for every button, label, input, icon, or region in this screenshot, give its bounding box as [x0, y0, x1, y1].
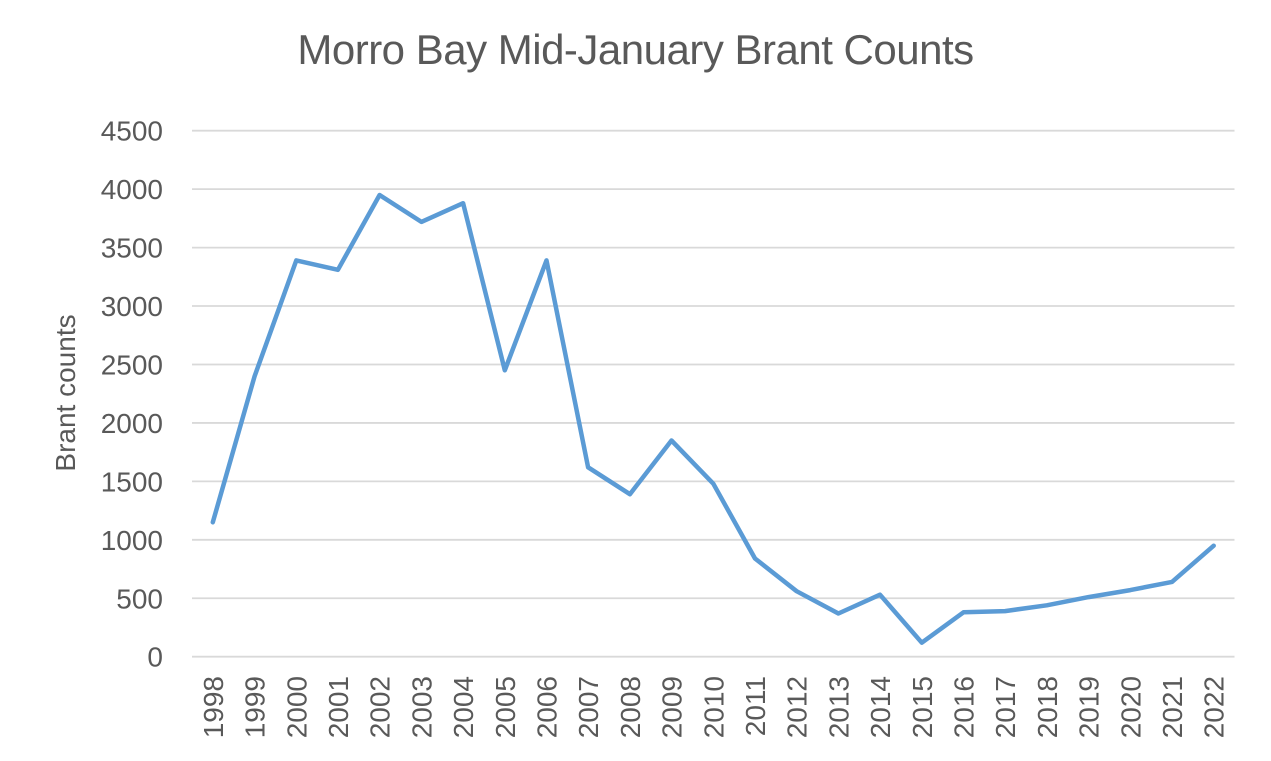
y-axis-tick-label: 1500 [101, 466, 163, 497]
y-axis-tick-label: 2000 [101, 408, 163, 439]
x-axis-tick-label: 2015 [907, 676, 938, 738]
y-axis-tick-label: 0 [147, 642, 163, 673]
x-axis-tick-label: 2018 [1032, 676, 1063, 738]
x-axis-tick-label: 2000 [281, 676, 312, 738]
x-axis-tick-label: 2016 [948, 676, 979, 738]
x-axis-tick-label: 2022 [1199, 676, 1230, 738]
x-axis-tick-label: 2014 [865, 676, 896, 738]
x-axis-tick-label: 2008 [615, 676, 646, 738]
data-series-line [210, 192, 1216, 645]
x-axis-tick-label: 2012 [782, 676, 813, 738]
y-axis-tick-label: 3000 [101, 291, 163, 322]
y-axis-tick-label: 4500 [101, 116, 163, 147]
x-axis-tick-label: 2010 [698, 676, 729, 738]
x-axis-tick-label: 2001 [323, 676, 354, 738]
x-axis-tick-label: 2002 [365, 676, 396, 738]
x-axis-tick-label: 2003 [406, 676, 437, 738]
x-axis-tick-label: 2005 [490, 676, 521, 738]
y-axis-tick-label: 2500 [101, 349, 163, 380]
x-axis-tick-label: 2006 [531, 676, 562, 738]
x-axis-tick-label: 2011 [740, 676, 771, 736]
chart-title: Morro Bay Mid-January Brant Counts [297, 26, 974, 73]
y-axis-tick-label: 3500 [101, 233, 163, 264]
x-axis-tick-label: 2007 [573, 676, 604, 738]
x-axis-tick-label: 2004 [448, 676, 479, 738]
x-axis-tick-label: 2021 [1157, 676, 1188, 738]
x-axis-tick-label: 2020 [1115, 676, 1146, 738]
x-axis-tick-label: 2017 [990, 676, 1021, 738]
x-axis-tick-label: 1999 [240, 676, 271, 738]
x-axis-tick-label: 1998 [198, 676, 229, 738]
x-axis-tick-label: 2019 [1074, 676, 1105, 738]
y-axis-tick-label: 4000 [101, 174, 163, 205]
y-axis-tick-label: 500 [116, 583, 163, 614]
x-axis-tick-label: 2009 [657, 676, 688, 738]
y-axis-tick-label: 1000 [101, 525, 163, 556]
x-axis-tick-label: 2013 [823, 676, 854, 738]
